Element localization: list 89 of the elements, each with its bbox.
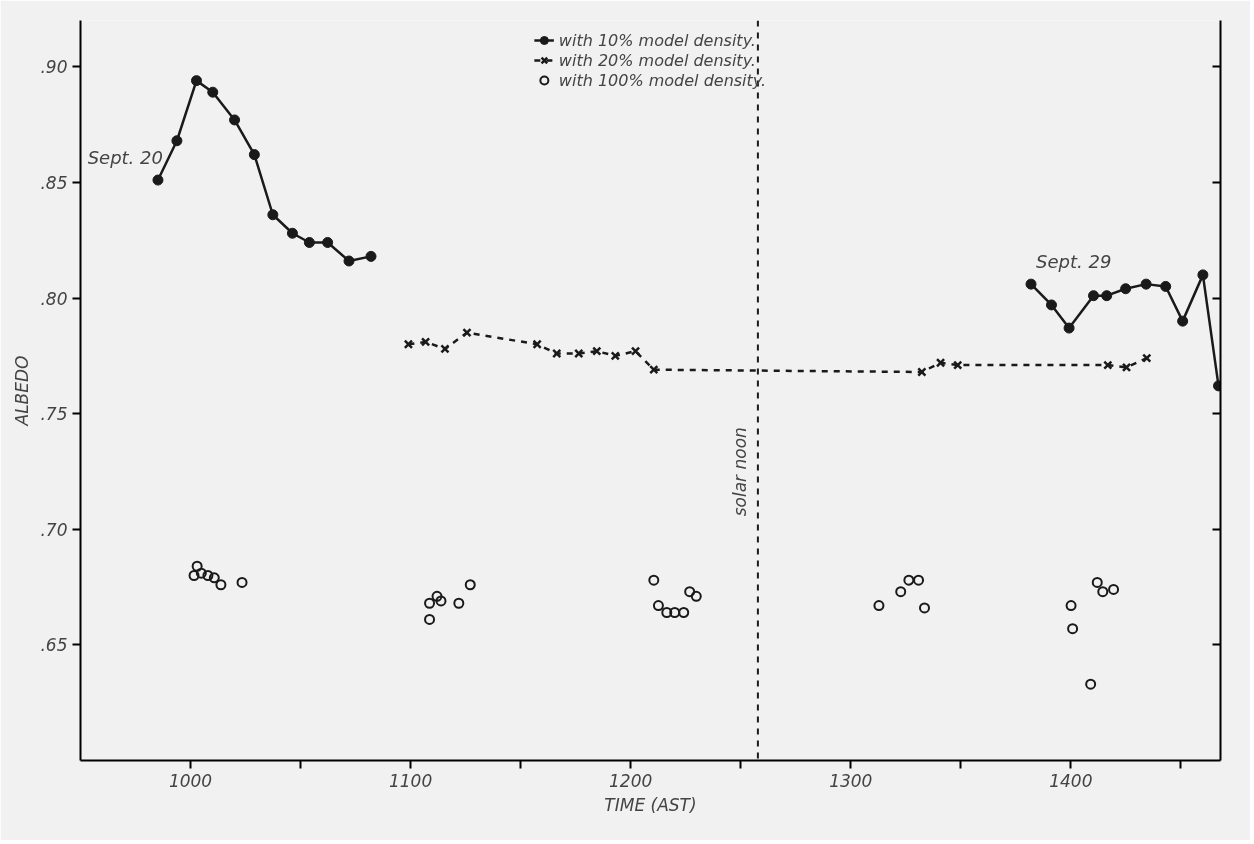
x-tick-label: 1200	[609, 770, 653, 791]
point	[195, 567, 207, 579]
point	[1140, 278, 1152, 290]
point	[343, 255, 355, 267]
point	[424, 597, 436, 609]
point	[1025, 278, 1037, 290]
y-tick-label: .80	[40, 288, 68, 309]
point	[365, 250, 377, 262]
annotation: Sept. 20	[87, 147, 163, 169]
point	[1085, 678, 1097, 690]
point	[952, 360, 963, 370]
point	[1088, 290, 1100, 302]
point	[303, 237, 315, 248]
point	[649, 364, 659, 375]
point	[248, 149, 260, 161]
point	[1160, 280, 1172, 292]
annotation: Sept. 29	[1036, 251, 1112, 273]
point	[322, 237, 334, 248]
point	[1197, 269, 1209, 281]
point	[1063, 322, 1075, 334]
point	[403, 339, 414, 350]
point	[669, 607, 681, 618]
x-tick-label: 1300	[829, 770, 873, 791]
point	[648, 574, 660, 586]
point	[464, 579, 476, 591]
point	[684, 586, 696, 598]
point	[1121, 362, 1132, 373]
point	[551, 348, 562, 359]
y-tick-label: .90	[40, 57, 68, 78]
y-tick-label: .65	[40, 635, 68, 656]
point	[895, 586, 907, 598]
point	[1091, 576, 1103, 588]
point	[420, 337, 431, 347]
x-axis-title: TIME (AST)	[604, 794, 697, 815]
x-tick-label: 1100	[388, 770, 433, 791]
point	[573, 348, 584, 359]
point	[1067, 623, 1079, 635]
point	[188, 570, 200, 581]
point	[1120, 283, 1132, 295]
point	[431, 590, 443, 602]
point	[267, 209, 279, 221]
point	[690, 590, 702, 602]
point	[917, 367, 927, 377]
point	[1045, 299, 1057, 311]
point	[919, 602, 930, 614]
y-tick-label: .75	[40, 404, 68, 425]
x-tick-label: 1400	[1049, 770, 1093, 791]
point	[1097, 586, 1109, 598]
point	[229, 114, 241, 126]
point	[435, 595, 447, 607]
point	[913, 574, 925, 586]
legend-label: with 20% model density.	[558, 50, 756, 70]
x-tick-label: 1000	[168, 770, 213, 791]
y-tick-label: .85	[40, 172, 68, 193]
point	[592, 346, 602, 356]
point	[652, 600, 664, 612]
y-tick-label: .70	[40, 519, 68, 540]
point	[661, 607, 673, 618]
point	[630, 346, 641, 356]
point	[440, 344, 450, 354]
point	[532, 339, 542, 350]
point	[1177, 315, 1189, 327]
point	[1065, 600, 1077, 612]
point	[1141, 353, 1152, 363]
y-axis-title: ALBEDO	[12, 355, 33, 427]
point	[873, 600, 885, 612]
point	[1103, 360, 1113, 370]
point	[462, 327, 472, 338]
point	[610, 351, 621, 361]
point	[190, 75, 202, 87]
point	[903, 574, 915, 586]
point	[207, 86, 219, 98]
point	[1101, 290, 1113, 302]
point	[286, 227, 298, 239]
point	[152, 174, 164, 186]
point	[1108, 583, 1120, 595]
point	[678, 607, 690, 618]
point	[453, 597, 465, 609]
point	[202, 570, 214, 581]
point	[215, 579, 227, 591]
point	[424, 613, 436, 625]
legend-label: with 100% model density.	[558, 70, 767, 90]
point	[935, 357, 946, 368]
point	[236, 576, 248, 588]
point	[191, 560, 203, 572]
ref-line-label: solar noon	[729, 427, 750, 517]
point	[171, 135, 183, 147]
legend-label: with 10% model density.	[558, 30, 756, 50]
point	[208, 572, 220, 584]
